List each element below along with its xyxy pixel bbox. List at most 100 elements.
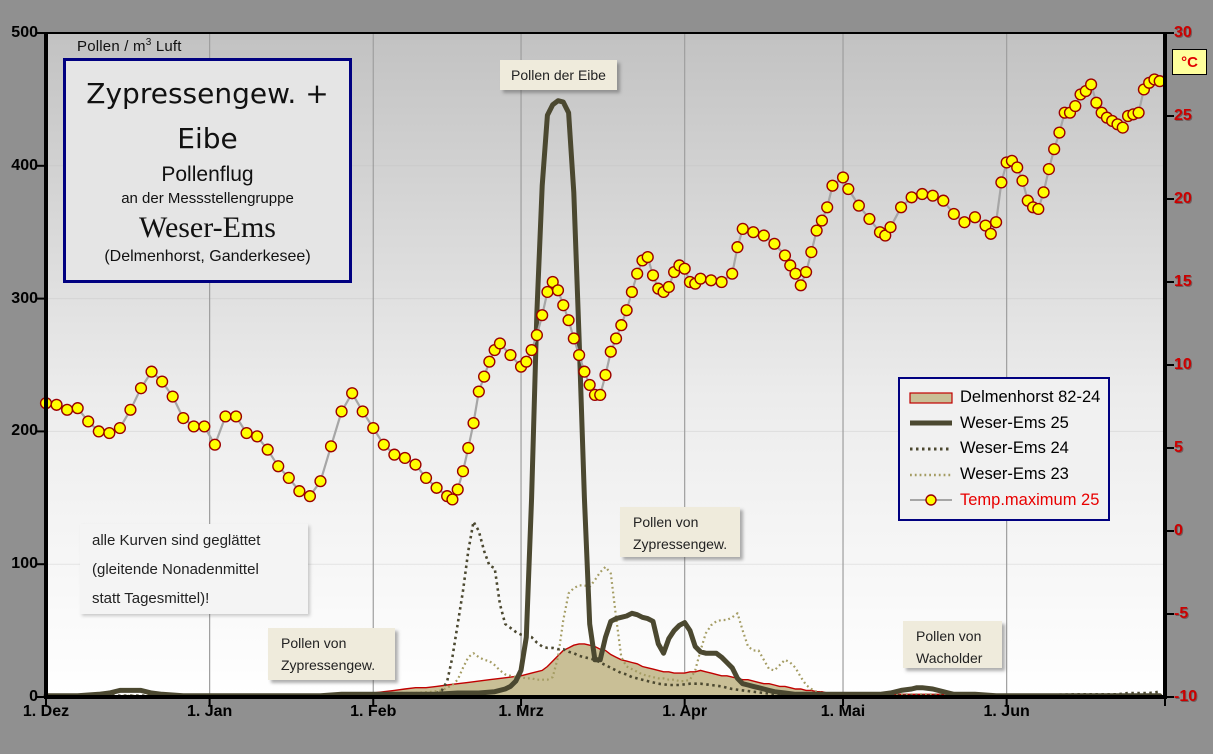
temp-marker: [794, 279, 807, 292]
temp-marker: [1090, 96, 1103, 109]
temp-marker: [662, 280, 675, 294]
temp-marker: [477, 370, 491, 383]
temp-marker: [609, 332, 623, 345]
temp-marker: [821, 201, 834, 214]
y-right-tick-label: 30: [1174, 24, 1192, 41]
y-right-tick-label: 15: [1174, 273, 1192, 290]
temp-marker: [1037, 186, 1050, 199]
temp-marker: [768, 237, 781, 250]
temp-marker: [995, 176, 1008, 189]
temp-marker: [594, 388, 607, 401]
annotation-zypressengew-left: Pollen von Zypressengew.: [268, 628, 395, 680]
y-left-tick-label: 400: [11, 156, 38, 174]
temp-marker: [456, 465, 470, 478]
y-right-tick-label: 0: [1174, 522, 1183, 539]
temp-marker: [261, 443, 274, 456]
left-axis-unit-label: Pollen / m3 Luft: [77, 37, 182, 55]
temp-marker: [541, 285, 554, 299]
temp-marker: [166, 390, 179, 403]
temp-marker: [578, 365, 591, 378]
temp-marker: [493, 337, 507, 350]
temp-marker: [810, 224, 823, 237]
x-tick-label: 1. Apr: [662, 703, 708, 720]
temp-marker: [187, 420, 200, 433]
title-line-region: Weser-Ems: [139, 211, 276, 244]
temp-marker: [1042, 163, 1055, 176]
temp-marker: [815, 214, 829, 227]
temp-marker: [583, 378, 596, 392]
temp-marker: [916, 187, 929, 201]
temp-marker: [778, 249, 792, 262]
temp-marker: [520, 355, 533, 368]
temp-marker: [71, 402, 84, 415]
temp-marker: [451, 483, 464, 496]
temp-marker: [789, 267, 802, 280]
temp-marker: [198, 420, 211, 433]
x-tick-label: 1. Mrz: [498, 703, 544, 720]
y-right-tick-label: 5: [1174, 439, 1183, 456]
temp-marker: [229, 410, 243, 423]
temp-marker: [156, 375, 169, 388]
annotation-pollen-der-eibe: Pollen der Eibe: [500, 60, 617, 90]
temp-marker: [446, 493, 459, 506]
temp-marker: [747, 226, 760, 239]
temp-marker: [968, 211, 982, 224]
temp-marker: [620, 304, 633, 317]
temp-marker: [335, 405, 348, 418]
temp-marker: [50, 398, 63, 411]
temp-marker: [530, 329, 543, 342]
temp-marker: [704, 274, 718, 287]
temp-marker: [625, 285, 638, 299]
temp-marker: [1016, 174, 1029, 187]
title-line-messstellengruppe: an der Messstellengruppe: [121, 190, 294, 207]
temp-marker: [826, 179, 839, 192]
temp-marker: [462, 441, 475, 455]
temp-marker: [272, 460, 285, 473]
y-right-tick-label: -5: [1174, 605, 1189, 622]
temp-marker: [483, 355, 496, 368]
y-left-tick-label: 500: [11, 24, 38, 41]
temp-marker: [947, 207, 960, 221]
legend-item-weser-ems-25: Weser-Ems 25: [908, 411, 1100, 435]
temp-marker: [430, 481, 443, 494]
temp-marker: [346, 387, 359, 400]
legend: Delmenhorst 82-24 Weser-Ems 25 Weser-Ems…: [898, 377, 1110, 521]
temp-marker: [551, 284, 565, 297]
temp-marker: [1132, 106, 1145, 119]
temp-marker: [805, 246, 818, 259]
temp-marker: [726, 267, 739, 280]
temp-marker: [863, 212, 876, 226]
temp-marker: [240, 426, 253, 440]
temp-marker: [177, 412, 190, 425]
temp-marker: [894, 201, 908, 214]
temp-marker: [604, 345, 617, 358]
series-line-weser-ems-25: [43, 98, 1163, 699]
temp-marker: [905, 191, 918, 204]
y-right-tick-label: 20: [1174, 190, 1192, 207]
temp-marker: [208, 438, 222, 451]
temp-marker: [631, 267, 644, 280]
right-axis-unit-label: °C: [1172, 49, 1207, 75]
temp-marker: [61, 403, 74, 416]
legend-swatch-dotted-light-icon: [908, 467, 956, 483]
x-tick-label: 1. Jun: [983, 703, 1030, 720]
annotation-wacholder: Pollen von Wacholder: [903, 621, 1002, 668]
temp-marker: [504, 348, 517, 362]
x-tick-label: 1. Jan: [186, 703, 233, 720]
temp-marker: [557, 299, 570, 312]
temp-marker: [989, 216, 1003, 229]
legend-item-weser-ems-24: Weser-Ems 24: [908, 437, 1100, 461]
title-line-stations: (Delmenhorst, Ganderkesee): [104, 248, 311, 265]
temp-marker: [615, 319, 628, 332]
temp-marker: [92, 425, 105, 438]
temp-marker: [842, 182, 855, 196]
temp-marker: [1069, 99, 1082, 113]
temp-marker: [926, 189, 939, 202]
annotation-zypressengew-mid: Pollen von Zypressengew.: [620, 507, 740, 557]
temp-marker: [398, 451, 412, 465]
temp-marker: [852, 199, 865, 212]
temp-marker: [409, 458, 422, 471]
temp-marker: [646, 269, 660, 282]
x-tick-label: 1. Dez: [22, 703, 70, 720]
temp-marker: [731, 241, 744, 254]
